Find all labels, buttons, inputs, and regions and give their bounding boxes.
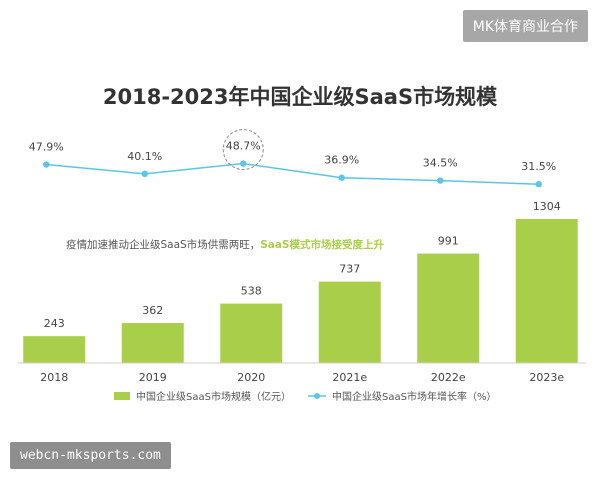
bar-2019	[121, 323, 184, 363]
growth-label-2023e: 31.5%	[521, 160, 556, 173]
growth-line-layer: 47.9% 40.1% 48.7% 36.9% 34.5% 31.5%	[29, 129, 556, 188]
x-tick-2023e: 2023e	[529, 371, 564, 384]
growth-label-2021e: 36.9%	[324, 154, 359, 167]
x-tick-2022e: 2022e	[431, 371, 466, 384]
bar-value-label-2023e: 1304	[533, 200, 561, 213]
growth-point-2018	[43, 161, 50, 168]
x-tick-2018: 2018	[40, 371, 68, 384]
growth-point-2019	[141, 170, 148, 178]
watermark: webcn-mksports.com	[10, 442, 171, 469]
highlight-circle-2020	[222, 129, 264, 171]
annotation-highlight: SaaS模式市场接受度上升	[260, 238, 384, 251]
legend-bar-swatch	[114, 392, 130, 400]
bar-2022e	[417, 253, 480, 363]
legend: 中国企业级SaaS市场规模（亿元） 中国企业级SaaS市场年增长率（%）	[114, 390, 496, 403]
growth-point-2022e	[437, 177, 444, 184]
bar-value-label-2022e: 991	[438, 235, 459, 248]
bar-2020	[220, 303, 283, 363]
legend-line-marker	[314, 393, 320, 399]
growth-label-2022e: 34.5%	[423, 157, 458, 170]
bar-value-label-2021e: 737	[339, 263, 360, 276]
bar-value-label-2020: 538	[241, 285, 262, 298]
growth-label-2018: 47.9%	[29, 141, 64, 154]
growth-label-2019: 40.1%	[127, 150, 162, 163]
x-tick-labels: 2018 2019 2020 2021e 2022e 2023e	[40, 371, 564, 384]
annotation-plain: 疫情加速推动企业级SaaS市场供需两旺，	[66, 238, 260, 251]
growth-point-2020	[240, 160, 247, 167]
growth-point-2023e	[535, 181, 542, 188]
legend-line-label: 中国企业级SaaS市场年增长率（%）	[332, 390, 496, 403]
x-tick-2019: 2019	[139, 371, 167, 384]
chart-title: 2018-2023年中国企业级SaaS市场规模	[103, 85, 498, 109]
bar-2023e	[515, 219, 578, 363]
partner-badge: MK体育商业合作	[462, 10, 588, 42]
bar-2021e	[318, 281, 381, 363]
bar-value-label-2019: 362	[142, 304, 163, 317]
bar-layer: 243 362 538 737 991 1304	[23, 200, 578, 363]
bar-2018	[23, 336, 86, 363]
legend-bar-label: 中国企业级SaaS市场规模（亿元）	[136, 390, 291, 403]
growth-line	[46, 162, 539, 185]
annotation-text: 疫情加速推动企业级SaaS市场供需两旺，SaaS模式市场接受度上升	[66, 238, 384, 251]
growth-label-2020: 48.7%	[226, 140, 261, 153]
bar-value-label-2018: 243	[44, 317, 65, 330]
growth-point-2021e	[338, 174, 345, 181]
x-tick-2021e: 2021e	[332, 371, 367, 384]
x-tick-2020: 2020	[237, 371, 265, 384]
